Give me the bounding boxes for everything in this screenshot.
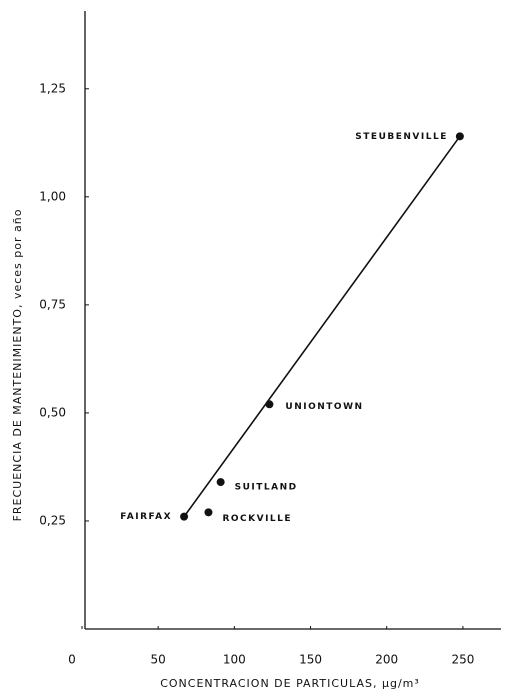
x-tick-label: 150	[299, 653, 322, 667]
point-label: STEUBENVILLE	[355, 132, 448, 142]
y-tick-label: 0,75	[39, 297, 66, 311]
point	[216, 478, 225, 487]
y-tick-label: 0,50	[39, 405, 66, 419]
x-tick-label: 50	[151, 653, 166, 667]
fit-line	[183, 135, 461, 518]
x-axis-label: CONCENTRACION DE PARTICULAS, μg/m³	[160, 677, 420, 690]
point	[204, 508, 213, 517]
y-tick-label: 1,25	[39, 81, 66, 95]
point-label: ROCKVILLE	[222, 514, 292, 524]
y-tick-label: 0,25	[39, 513, 66, 527]
point-label: SUITLAND	[235, 483, 298, 493]
x-tick-label: 200	[375, 653, 398, 667]
x-tick-label: 100	[223, 653, 246, 667]
y-axis-label: FRECUENCIA DE MANTENIMIENTO, veces por a…	[11, 209, 24, 522]
point	[180, 512, 189, 521]
point	[455, 132, 464, 141]
x-tick-label: 250	[451, 653, 474, 667]
point	[265, 400, 274, 409]
point-label: FAIRFAX	[120, 512, 172, 522]
point-label: UNIONTOWN	[285, 402, 363, 412]
y-tick-label: 1,00	[39, 189, 66, 203]
x-tick-label: 0	[68, 653, 76, 667]
